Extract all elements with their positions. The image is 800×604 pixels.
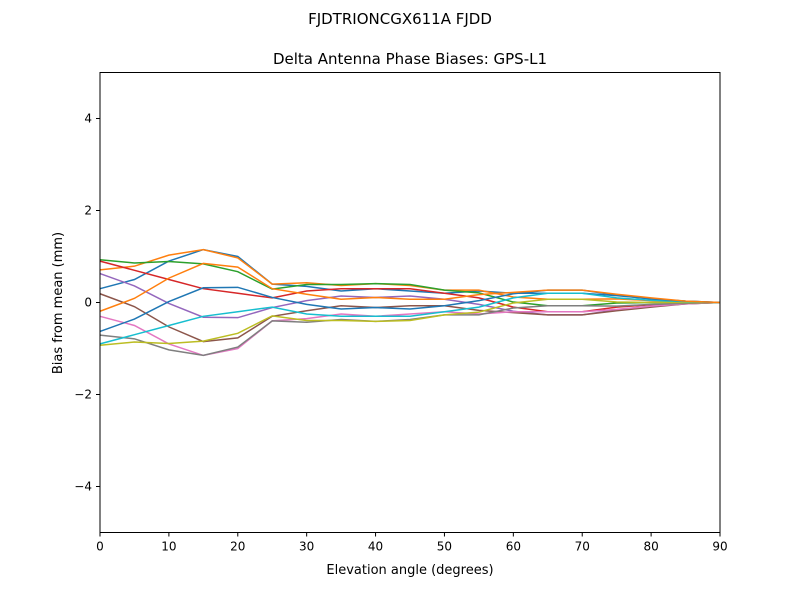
y-tick-label: −2 — [74, 388, 92, 402]
y-tick-label: 2 — [84, 204, 92, 218]
x-tick-label: 50 — [437, 540, 452, 554]
x-tick-label: 80 — [643, 540, 658, 554]
series-line-3 — [99, 260, 721, 313]
series-line-11 — [99, 262, 721, 312]
axis-ticks: 0 10 20 30 40 50 60 70 80 90 −4 −2 0 2 4 — [74, 112, 727, 554]
series-line-5 — [99, 293, 721, 343]
series-line-7 — [99, 301, 721, 357]
plot-frame — [99, 72, 721, 533]
chart-title: Delta Antenna Phase Biases: GPS-L1 — [273, 50, 547, 68]
y-tick-label: 4 — [84, 112, 92, 126]
y-axis-label: Bias from mean (mm) — [51, 232, 66, 374]
series-line-6 — [99, 301, 721, 357]
x-tick-label: 0 — [96, 540, 104, 554]
series-line-8 — [99, 298, 720, 347]
y-tick-label: 0 — [84, 296, 92, 310]
x-axis-label: Elevation angle (degrees) — [326, 563, 493, 578]
series-line-10 — [99, 286, 721, 333]
y-tick-label: −4 — [74, 480, 92, 494]
series-line-1 — [99, 248, 721, 304]
x-tick-label: 10 — [161, 540, 176, 554]
x-tick-label: 40 — [368, 540, 383, 554]
series-line-0 — [99, 248, 721, 304]
series-line-9 — [99, 292, 721, 345]
series-lines — [99, 248, 721, 357]
suptitle: FJDTRIONCGX611A FJDD — [308, 10, 492, 28]
x-tick-label: 20 — [230, 540, 245, 554]
x-tick-label: 90 — [712, 540, 727, 554]
x-tick-label: 30 — [299, 540, 314, 554]
x-tick-label: 60 — [506, 540, 521, 554]
x-tick-label: 70 — [575, 540, 590, 554]
